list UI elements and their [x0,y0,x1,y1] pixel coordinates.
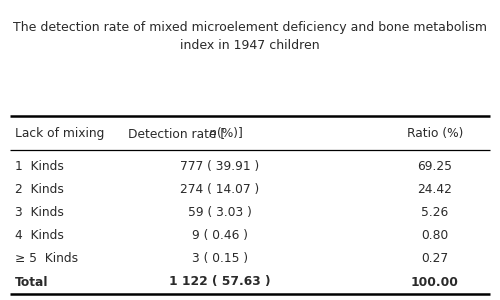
Text: 3 ( 0.15 ): 3 ( 0.15 ) [192,252,248,266]
Text: ≥ 5  Kinds: ≥ 5 Kinds [15,252,78,266]
Text: 3  Kinds: 3 Kinds [15,206,64,219]
Text: Detection rate [: Detection rate [ [128,127,224,140]
Text: 69.25: 69.25 [418,160,452,173]
Text: 4  Kinds: 4 Kinds [15,229,64,242]
Text: 24.42: 24.42 [418,183,452,196]
Text: 2  Kinds: 2 Kinds [15,183,64,196]
Text: 100.00: 100.00 [411,275,459,289]
Text: 274 ( 14.07 ): 274 ( 14.07 ) [180,183,260,196]
Text: 1  Kinds: 1 Kinds [15,160,64,173]
Text: Total: Total [15,275,48,289]
Text: 777 ( 39.91 ): 777 ( 39.91 ) [180,160,260,173]
Text: 59 ( 3.03 ): 59 ( 3.03 ) [188,206,252,219]
Text: (%)]: (%)] [216,127,242,140]
Text: Ratio (%): Ratio (%) [407,127,463,140]
Text: 0.27: 0.27 [422,252,448,266]
Text: The detection rate of mixed microelement deficiency and bone metabolism
index in: The detection rate of mixed microelement… [13,21,487,52]
Text: 5.26: 5.26 [422,206,448,219]
Text: 1 122 ( 57.63 ): 1 122 ( 57.63 ) [169,275,271,289]
Text: Lack of mixing: Lack of mixing [15,127,104,140]
Text: 0.80: 0.80 [422,229,448,242]
Text: n: n [209,127,217,140]
Text: 9 ( 0.46 ): 9 ( 0.46 ) [192,229,248,242]
